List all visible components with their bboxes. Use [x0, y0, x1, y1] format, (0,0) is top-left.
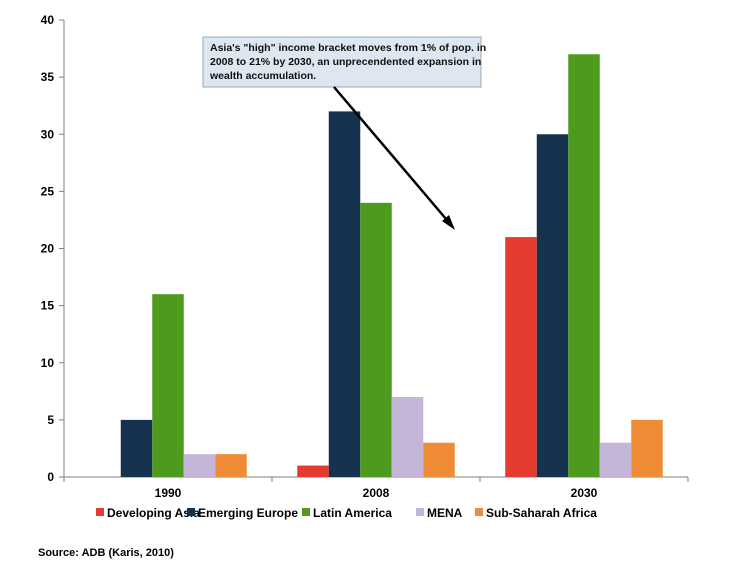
annotation-arrow: [333, 86, 453, 227]
annotation-line-1: Asia's "high" income bracket moves from …: [210, 42, 486, 54]
bars-group: [120, 54, 663, 478]
legend-label: Developing Asia: [107, 506, 200, 520]
bar: [505, 237, 537, 477]
bar: [536, 134, 569, 477]
bar: [120, 419, 153, 477]
x-category-label: 1990: [155, 486, 182, 500]
source-note: Source: ADB (Karis, 2010): [38, 547, 174, 559]
legend-swatch: [187, 508, 195, 516]
bar: [423, 442, 455, 477]
y-tick-label: 25: [41, 184, 55, 198]
bar: [631, 419, 663, 477]
legend-swatch: [475, 508, 483, 516]
y-tick-label: 5: [47, 413, 54, 427]
bar: [391, 397, 424, 477]
bar: [152, 294, 184, 477]
y-tick-label: 10: [41, 356, 55, 370]
bar: [328, 111, 361, 478]
bar: [599, 442, 632, 477]
legend-label: Emerging Europe: [198, 506, 298, 520]
annotation-arrowhead: [442, 215, 455, 230]
x-category-label: 2030: [571, 486, 598, 500]
bar: [297, 465, 329, 477]
bar: [360, 202, 392, 478]
y-tick-label: 20: [41, 242, 55, 256]
legend-label: MENA: [427, 506, 463, 520]
y-axis: 0 5 10 15 20 25 30 35 40: [41, 13, 65, 484]
legend-swatch: [96, 508, 104, 516]
y-tick-label: 40: [41, 13, 55, 27]
annotation-line-3: wealth accumulation.: [209, 70, 316, 82]
y-tick-label: 15: [41, 299, 55, 313]
legend-label: Latin America: [313, 506, 392, 520]
legend-swatch: [302, 508, 310, 516]
bar: [215, 454, 247, 477]
annotation: Asia's "high" income bracket moves from …: [202, 36, 486, 230]
x-category-label: 2008: [363, 486, 390, 500]
bar: [568, 54, 600, 478]
y-tick-label: 30: [41, 127, 55, 141]
legend-label: Sub-Saharah Africa: [486, 506, 597, 520]
annotation-box: [202, 36, 482, 88]
y-tick-label: 35: [41, 70, 55, 84]
x-axis: 1990 2008 2030: [63, 476, 689, 500]
bar: [183, 454, 216, 477]
y-tick-label: 0: [47, 470, 54, 484]
legend-swatch: [416, 508, 424, 516]
annotation-line-2: 2008 to 21% by 2030, an unprecendented e…: [210, 56, 481, 68]
